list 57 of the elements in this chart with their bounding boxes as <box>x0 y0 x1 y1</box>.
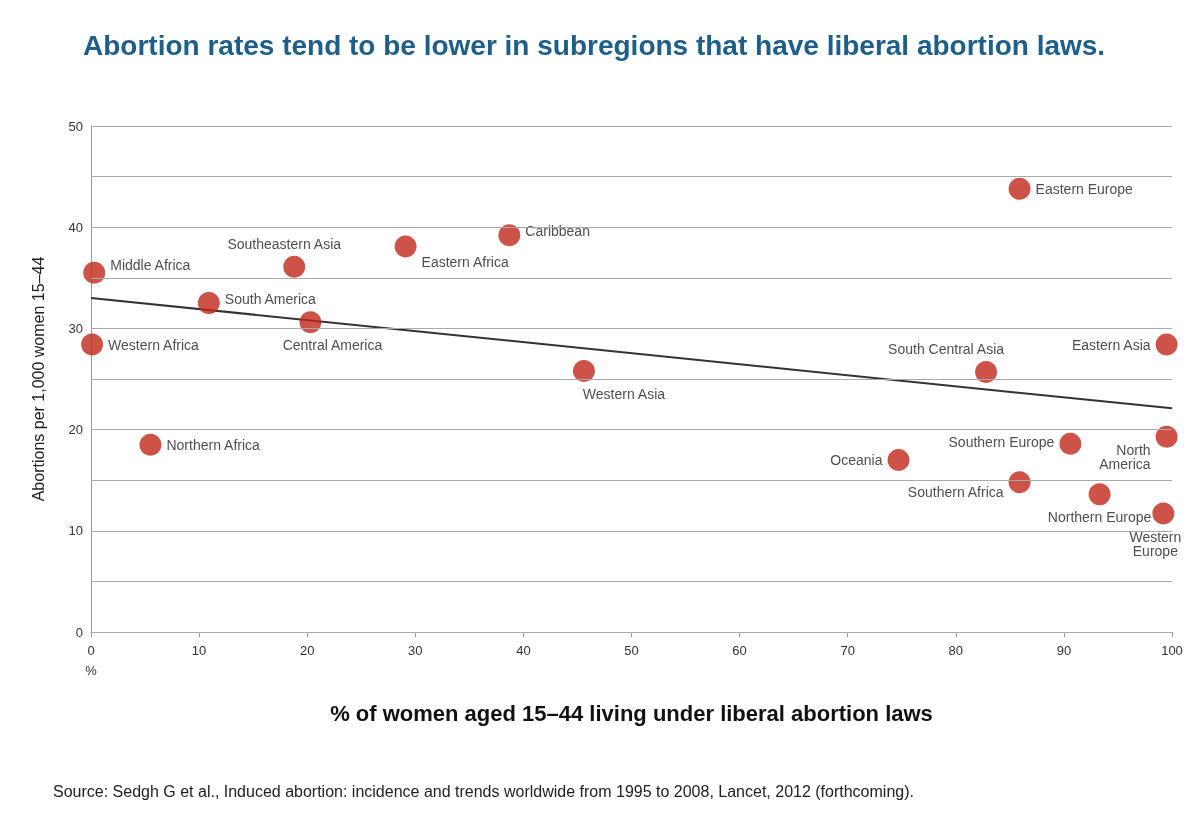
x-tick-label: 0 % <box>85 642 98 678</box>
point <box>1008 471 1031 494</box>
point <box>887 448 910 471</box>
y-tick-label: 30 <box>68 320 83 336</box>
data-label: Northern Africa <box>166 436 261 453</box>
x-tick-label: 20 <box>299 642 315 658</box>
point <box>1155 425 1178 448</box>
y-tick-label: 40 <box>68 219 83 235</box>
point <box>299 311 322 334</box>
data-label: South America <box>224 291 317 308</box>
point <box>81 333 104 356</box>
data-label: Western Africa <box>108 336 200 353</box>
point <box>139 433 162 456</box>
y-axis-title: Abortions per 1,000 women 15–44 <box>29 256 47 502</box>
data-label: Western Europe <box>1129 528 1182 559</box>
x-tick-label: 80 <box>948 642 964 658</box>
data-label: South Central Asia <box>888 340 1005 357</box>
data-label: Eastern Asia <box>1071 336 1151 353</box>
data-label: Caribbean <box>525 223 590 240</box>
point <box>197 292 220 315</box>
point <box>498 224 521 247</box>
point <box>1059 432 1082 455</box>
source-note: Source: Sedgh G et al., Induced abortion: incidence and trends worldwide from 1995 to 2008, Lancet, 2012 (forthcoming). <box>53 782 914 800</box>
data-label: Central America <box>282 337 383 354</box>
x-tick-label: 70 <box>840 642 855 658</box>
x-tick-label: 50 <box>624 642 639 658</box>
data-label: Middle Africa <box>110 256 191 273</box>
data-label: Southern Africa <box>907 484 1004 501</box>
point <box>83 261 106 284</box>
y-tick-label: 10 <box>68 523 83 539</box>
data-label: North America <box>1099 441 1151 472</box>
point <box>1152 502 1175 525</box>
x-tick-label: 90 <box>1056 642 1072 658</box>
data-label: Eastern Europe <box>1035 180 1134 197</box>
y-tick-label: 50 <box>68 118 83 134</box>
point <box>1088 483 1111 506</box>
data-label: Western Asia <box>582 385 666 402</box>
chart-title: Abortion rates tend to be lower in subregions that have liberal abortion laws. <box>83 29 1106 61</box>
y-tick-label: 20 <box>68 422 83 438</box>
data-label: Southeastern Asia <box>227 235 342 252</box>
data-label: Northern Europe <box>1047 509 1152 526</box>
y-tick-label: 0 <box>75 624 83 640</box>
x-tick-label: 100 <box>1161 642 1183 658</box>
x-tick-label: 10 <box>191 642 207 658</box>
point <box>283 255 306 278</box>
x-axis-title: % of women aged 15–44 living under liberal abortion laws <box>330 700 933 726</box>
point <box>572 359 595 382</box>
point <box>1008 177 1031 200</box>
x-tick-label: 40 <box>516 642 531 658</box>
data-label: Eastern Africa <box>421 254 509 271</box>
data-label: Southern Europe <box>948 433 1055 450</box>
point <box>1155 333 1178 356</box>
point <box>975 360 998 383</box>
point <box>394 235 417 258</box>
x-tick-label: 30 <box>408 642 423 658</box>
x-tick-label: 60 <box>732 642 747 658</box>
data-label: Oceania <box>830 451 883 468</box>
